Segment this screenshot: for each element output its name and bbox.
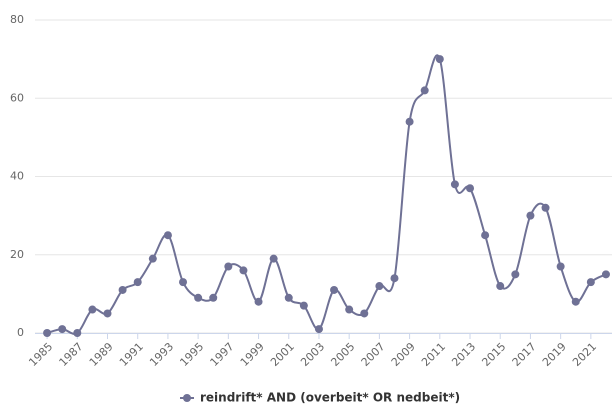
y-tick-label: 80	[10, 13, 24, 26]
point	[269, 254, 278, 263]
x-tick-label: 2007	[359, 340, 388, 369]
x-tick-label: 2019	[540, 340, 569, 369]
point	[405, 117, 414, 126]
point	[88, 305, 97, 314]
x-tick-label: 1995	[177, 340, 206, 369]
point	[466, 184, 475, 193]
x-tick-label: 1985	[26, 340, 55, 369]
point	[118, 285, 127, 294]
point	[435, 55, 444, 64]
point	[390, 274, 399, 283]
legend-marker	[183, 394, 191, 402]
point	[375, 282, 384, 291]
point	[73, 329, 82, 337]
point	[330, 285, 339, 294]
y-tick-label: 60	[10, 91, 24, 104]
x-tick-label: 2017	[510, 340, 539, 369]
point	[314, 325, 323, 334]
point	[571, 297, 580, 306]
x-tick-label: 2011	[419, 340, 448, 369]
point	[556, 262, 565, 271]
point	[58, 325, 67, 334]
point	[179, 278, 188, 287]
point	[224, 262, 233, 271]
x-tick-label: 2005	[328, 340, 357, 369]
x-tick-label: 2013	[449, 340, 478, 369]
x-tick-label: 1991	[117, 340, 146, 369]
point	[254, 297, 263, 306]
x-tick-label: 1989	[87, 340, 116, 369]
point	[284, 293, 293, 302]
point	[420, 86, 429, 95]
point	[345, 305, 354, 314]
point	[163, 231, 172, 240]
point	[239, 266, 248, 275]
point	[541, 203, 550, 212]
point	[360, 309, 369, 318]
x-tick-label: 2015	[479, 340, 508, 369]
y-tick-label: 0	[17, 326, 24, 339]
y-tick-label: 20	[10, 248, 24, 261]
point	[299, 301, 308, 310]
point	[586, 278, 595, 287]
point	[481, 231, 490, 240]
point	[450, 180, 459, 189]
point	[526, 211, 535, 220]
point	[103, 309, 112, 318]
x-tick-label: 2021	[570, 340, 599, 369]
x-tick-label: 1993	[147, 340, 176, 369]
legend-label: reindrift* AND (overbeit* OR nedbeit*)	[200, 391, 460, 405]
line	[46, 54, 607, 335]
y-tick-label: 40	[10, 170, 24, 183]
point	[43, 329, 52, 337]
point	[133, 278, 142, 287]
point	[148, 254, 157, 263]
point	[194, 293, 203, 302]
x-tick-label: 1987	[57, 340, 86, 369]
legend: reindrift* AND (overbeit* OR nedbeit*)	[180, 391, 460, 405]
point	[496, 282, 505, 291]
x-tick-label: 2009	[389, 340, 418, 369]
point	[209, 293, 218, 302]
point	[511, 270, 520, 279]
point	[601, 270, 610, 279]
x-tick-label: 2003	[298, 340, 327, 369]
x-tick-label: 2001	[268, 340, 297, 369]
x-tick-label: 1997	[208, 340, 237, 369]
x-tick-label: 1999	[238, 340, 267, 369]
